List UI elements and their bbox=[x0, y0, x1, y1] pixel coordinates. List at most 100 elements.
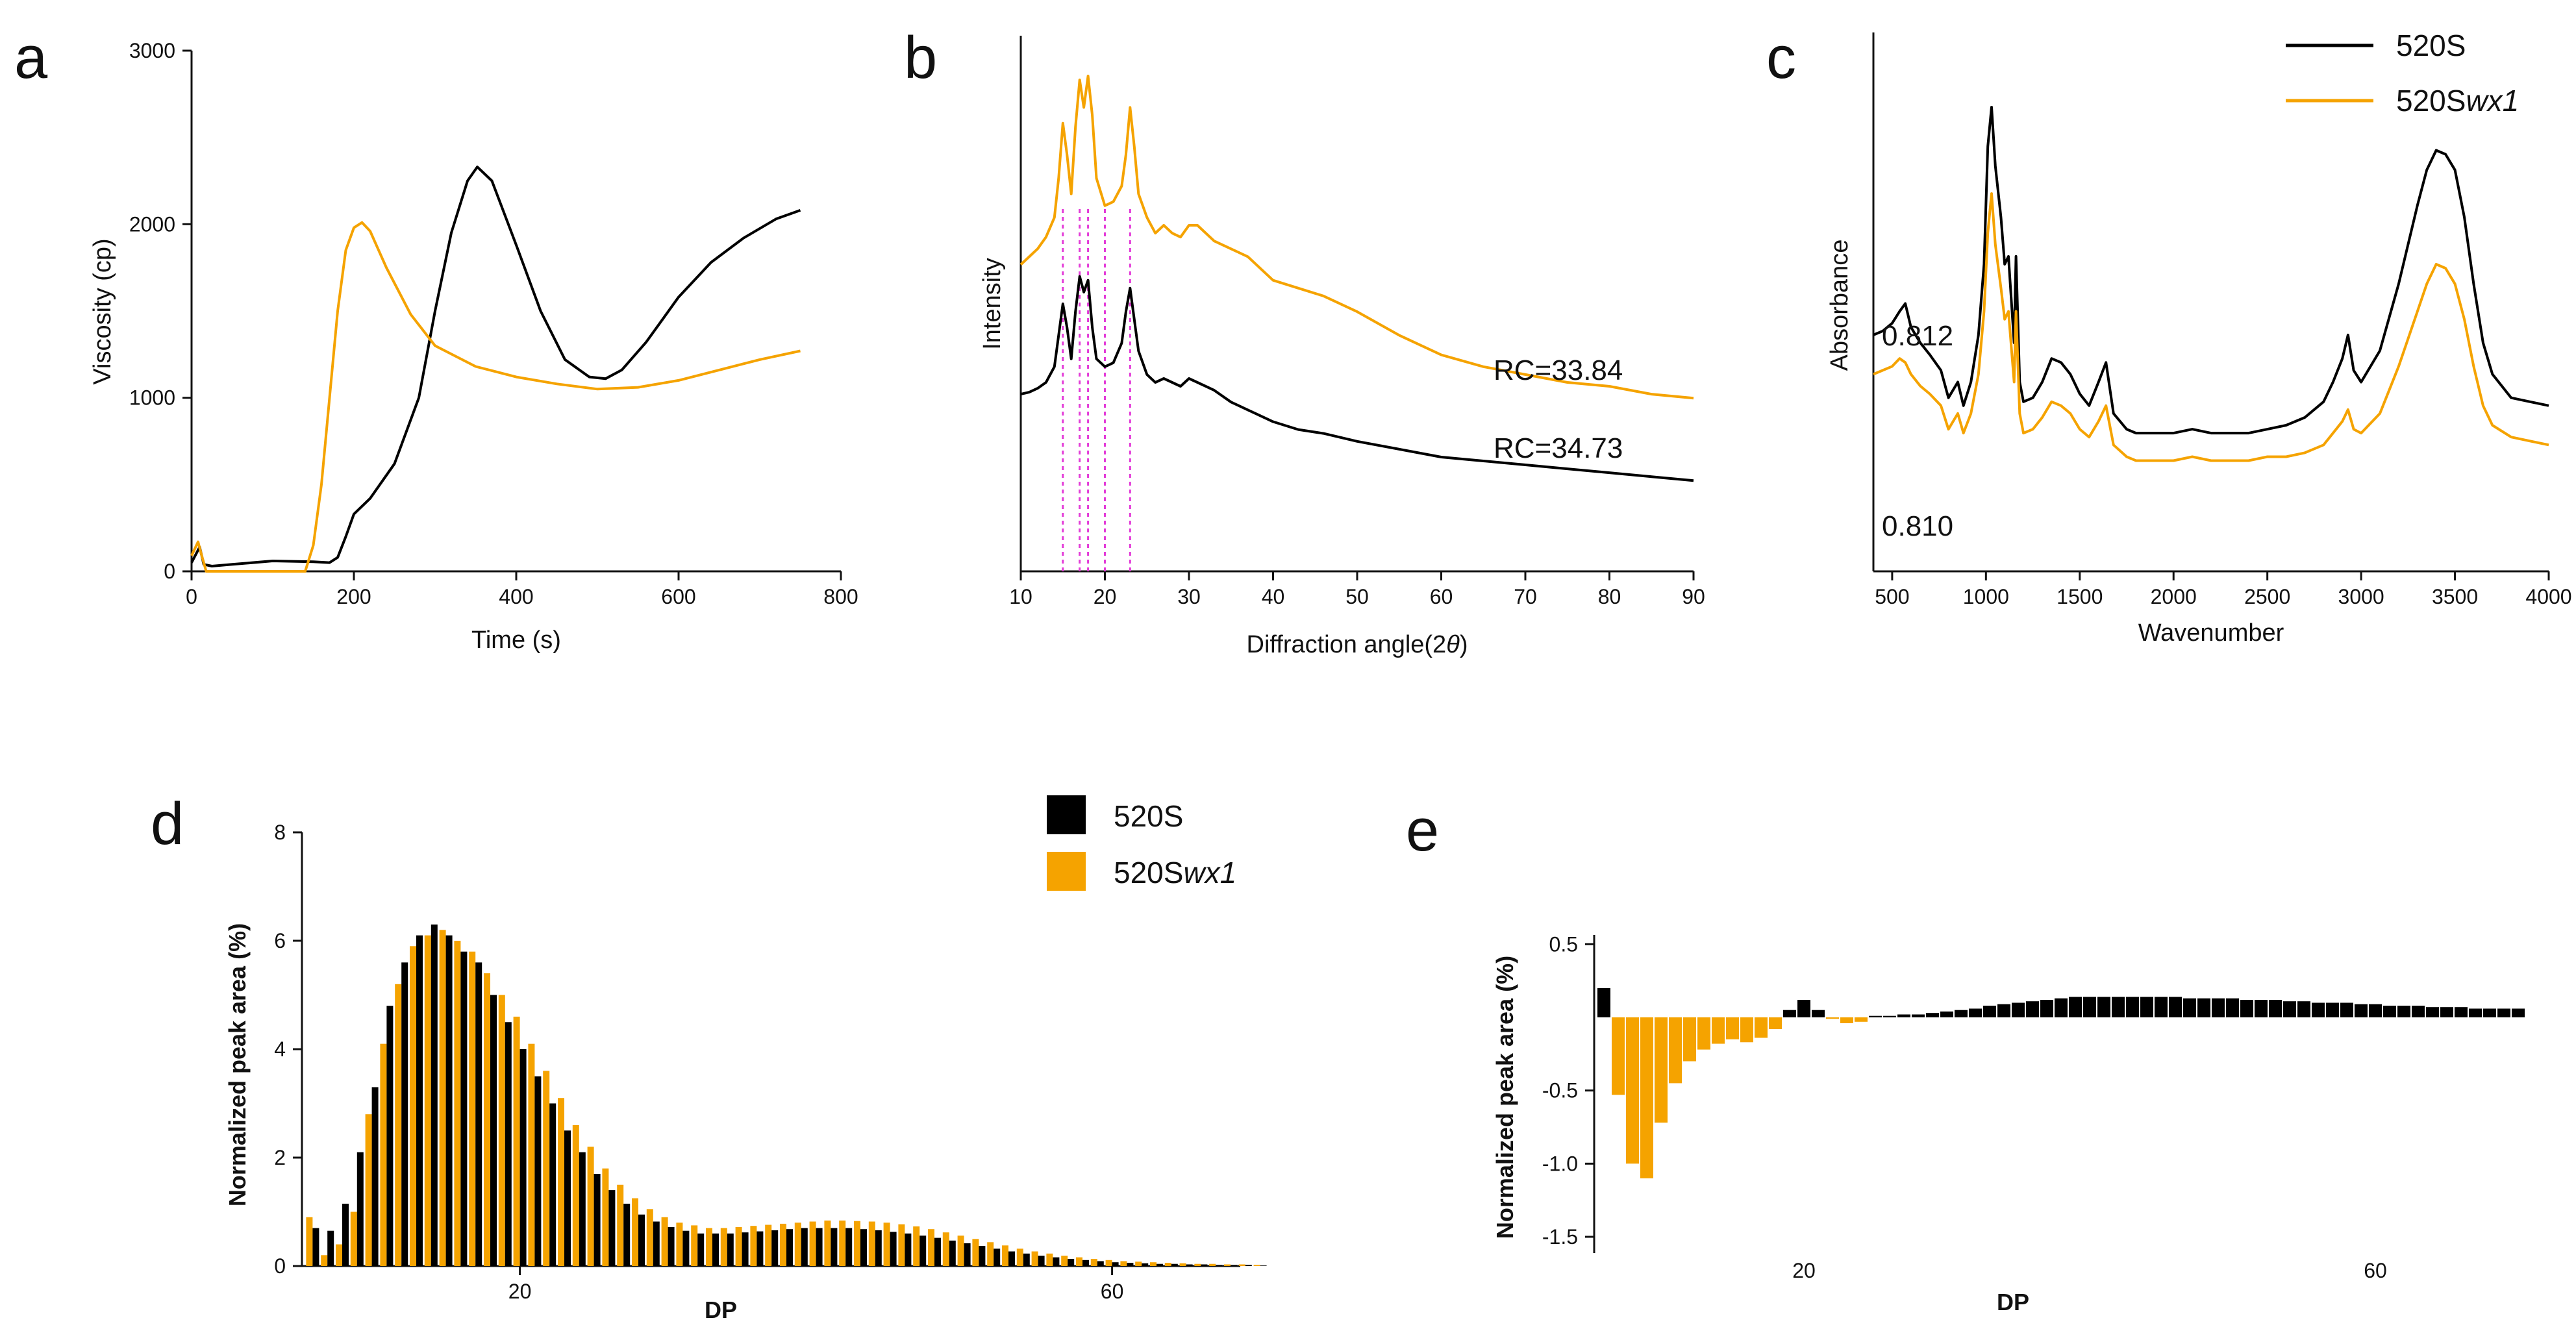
e-bar-dp38 bbox=[2055, 998, 2068, 1017]
d-bar-wx1-dp48 bbox=[928, 1229, 934, 1266]
d-bar-wx1-dp69 bbox=[1238, 1264, 1245, 1266]
d-bar-wx1-dp45 bbox=[883, 1223, 890, 1266]
d-bar-520s-dp60 bbox=[1112, 1262, 1119, 1266]
d-bar-520s-dp52 bbox=[994, 1248, 1001, 1266]
d-bar-wx1-dp34 bbox=[720, 1228, 727, 1266]
d-bar-wx1-dp57 bbox=[1061, 1256, 1068, 1266]
d-bar-wx1-dp55 bbox=[1031, 1251, 1038, 1266]
d-ytick-label-2: 2 bbox=[274, 1146, 286, 1169]
panel-c-annotation-0810: 0.810 bbox=[1882, 510, 1953, 542]
d-bar-wx1-dp21 bbox=[528, 1043, 535, 1266]
d-bar-wx1-dp17 bbox=[469, 951, 476, 1266]
d-bar-wx1-dp67 bbox=[1209, 1263, 1216, 1266]
legend-d-label-520s: 520S bbox=[1114, 799, 1183, 833]
panel-b-y-label: Intensity bbox=[979, 258, 1006, 350]
e-bar-dp27 bbox=[1897, 1014, 1910, 1017]
e-bar-dp15 bbox=[1726, 1017, 1739, 1039]
d-bar-520s-dp12 bbox=[401, 962, 408, 1266]
d-bar-wx1-dp9 bbox=[350, 1211, 357, 1266]
d-bar-520s-dp35 bbox=[742, 1232, 749, 1266]
d-bar-wx1-dp19 bbox=[498, 995, 505, 1266]
e-ytick-label-0.5: 0.5 bbox=[1549, 932, 1578, 956]
b-xtick-label-60: 60 bbox=[1430, 585, 1453, 608]
panel-a-y-ticks: 0 1000 2000 3000 bbox=[129, 39, 192, 583]
c-xtick-label-3000: 3000 bbox=[2338, 585, 2384, 608]
e-bar-dp18 bbox=[1769, 1017, 1782, 1029]
legend-c-label-wx1-prefix: 520S bbox=[2396, 84, 2466, 118]
panel-b-x-label-theta: θ bbox=[1446, 631, 1460, 658]
d-bar-520s-dp17 bbox=[475, 962, 482, 1266]
d-bar-520s-dp14 bbox=[431, 925, 438, 1266]
e-bar-dp28 bbox=[1912, 1014, 1925, 1017]
e-bar-dp40 bbox=[2083, 997, 2096, 1017]
c-xtick-label-500: 500 bbox=[1875, 585, 1909, 608]
c-xtick-label-2000: 2000 bbox=[2151, 585, 2197, 608]
c-xtick-label-2500: 2500 bbox=[2244, 585, 2290, 608]
d-bar-520s-dp41 bbox=[831, 1228, 838, 1266]
d-bar-wx1-dp32 bbox=[691, 1225, 698, 1266]
d-bar-520s-dp43 bbox=[860, 1229, 867, 1266]
b-xtick-label-70: 70 bbox=[1514, 585, 1537, 608]
d-bar-520s-dp20 bbox=[519, 1049, 527, 1266]
b-series-0 bbox=[1019, 75, 1694, 400]
panel-e-x-ticks: 20 60 bbox=[1792, 1259, 2387, 1282]
e-bar-dp12 bbox=[1683, 1017, 1696, 1062]
e-bar-dp30 bbox=[1940, 1012, 1953, 1017]
e-bar-dp57 bbox=[2326, 1002, 2339, 1017]
d-bar-520s-dp50 bbox=[964, 1243, 971, 1266]
d-bar-wx1-dp10 bbox=[365, 1114, 372, 1266]
d-bar-wx1-dp64 bbox=[1164, 1263, 1171, 1266]
d-bar-520s-dp51 bbox=[979, 1246, 986, 1266]
d-bar-wx1-dp43 bbox=[854, 1221, 860, 1266]
a-xtick-label-0: 0 bbox=[186, 585, 197, 608]
d-bar-wx1-dp68 bbox=[1224, 1264, 1231, 1266]
d-bar-wx1-dp38 bbox=[780, 1223, 786, 1266]
e-bar-dp20 bbox=[1797, 1000, 1810, 1017]
b-xtick-label-30: 30 bbox=[1177, 585, 1201, 608]
panel-a-series bbox=[190, 166, 801, 573]
d-bar-wx1-dp39 bbox=[794, 1223, 801, 1266]
panel-b-x-label-close: ) bbox=[1460, 631, 1468, 658]
d-bar-520s-dp16 bbox=[460, 951, 468, 1266]
d-bar-wx1-dp18 bbox=[484, 973, 490, 1266]
e-bar-dp47 bbox=[2183, 998, 2196, 1017]
panel-b-x-ticks: 10 20 30 40 50 60 70 80 90 bbox=[1009, 571, 1705, 608]
panel-a-x-label: Time (s) bbox=[471, 627, 561, 654]
a-series-0 bbox=[190, 166, 801, 567]
e-bar-dp68 bbox=[2483, 1008, 2496, 1017]
e-bar-dp7 bbox=[1612, 1017, 1625, 1095]
panel-b-series bbox=[1019, 75, 1694, 482]
b-xtick-label-90: 90 bbox=[1682, 585, 1705, 608]
b-xtick-label-50: 50 bbox=[1345, 585, 1369, 608]
d-bar-wx1-dp11 bbox=[380, 1043, 387, 1266]
e-bar-dp22 bbox=[1826, 1017, 1839, 1019]
d-bar-520s-dp24 bbox=[579, 1152, 586, 1266]
d-bar-520s-dp45 bbox=[890, 1232, 897, 1266]
d-bar-wx1-dp52 bbox=[987, 1242, 994, 1266]
e-bar-dp33 bbox=[1983, 1006, 1996, 1017]
d-bar-520s-dp54 bbox=[1023, 1253, 1030, 1266]
d-bar-520s-dp22 bbox=[549, 1103, 556, 1266]
d-bar-wx1-dp6 bbox=[306, 1217, 313, 1266]
d-bar-520s-dp8 bbox=[342, 1204, 349, 1266]
d-bar-wx1-dp23 bbox=[558, 1098, 564, 1266]
e-bar-dp62 bbox=[2397, 1006, 2410, 1017]
e-bar-dp34 bbox=[1997, 1004, 2010, 1017]
panel-c-x-label: Wavenumber bbox=[2138, 619, 2284, 647]
d-bar-520s-dp58 bbox=[1082, 1260, 1089, 1266]
a-xtick-label-200: 200 bbox=[336, 585, 371, 608]
d-bar-wx1-dp60 bbox=[1105, 1260, 1112, 1266]
d-bar-wx1-dp42 bbox=[839, 1220, 846, 1266]
d-bar-520s-dp36 bbox=[757, 1231, 764, 1266]
panel-c: c 500 1000 1500 2000 2500 3000 3500 4000 0.812 … bbox=[1766, 25, 2572, 647]
d-bar-wx1-dp63 bbox=[1150, 1262, 1157, 1266]
panel-a-letter: a bbox=[14, 25, 48, 91]
panel-a-y-label: Viscosity (cp) bbox=[89, 238, 116, 384]
a-ytick-label-0: 0 bbox=[164, 560, 175, 583]
e-bar-dp51 bbox=[2240, 1000, 2253, 1017]
d-bar-520s-dp34 bbox=[727, 1233, 734, 1266]
d-bar-520s-dp26 bbox=[608, 1190, 616, 1266]
d-bar-520s-dp33 bbox=[712, 1233, 719, 1266]
d-bar-wx1-dp44 bbox=[868, 1221, 875, 1266]
d-bar-wx1-dp36 bbox=[750, 1226, 757, 1266]
